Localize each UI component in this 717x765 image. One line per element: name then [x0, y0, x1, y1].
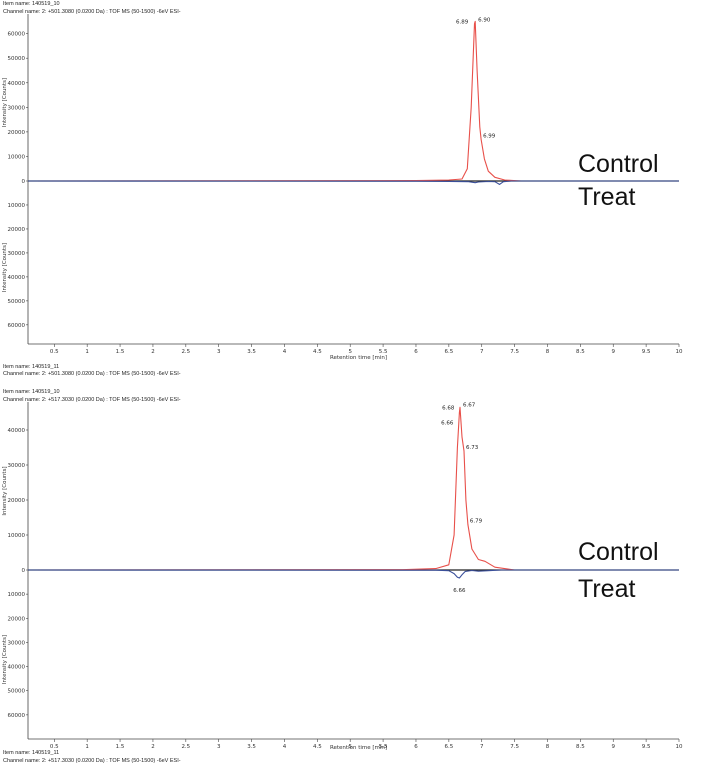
panel1-footer-item-name: Item name: 140519_11: [3, 364, 60, 370]
x-tick-label: 6.5: [444, 744, 453, 750]
x-tick-label: 1: [85, 349, 89, 355]
y-axis-label: Intensity [Counts]: [2, 466, 8, 515]
x-tick-label: 3.5: [247, 744, 256, 750]
x-tick-label: 3.5: [247, 349, 256, 355]
x-tick-label: 9: [611, 744, 615, 750]
chromatogram-chart-1: 60000 50000 40000 30000 20000 10000 0 10000 2000…: [2, 14, 683, 361]
y-axis-label: Intensity [Counts]: [2, 78, 8, 127]
x-axis-label: Retention time [min]: [330, 355, 387, 361]
peak-label: 6.90: [478, 17, 491, 23]
x-tick-label: 5: [348, 349, 352, 355]
x-tick-label: 3: [217, 349, 221, 355]
x-tick-label: 4.5: [313, 744, 322, 750]
x-tick-label: 8.5: [576, 744, 585, 750]
series-line-treat: [27, 180, 679, 185]
x-tick-label: 9.5: [642, 349, 651, 355]
peak-label: 6.99: [483, 133, 496, 139]
x-tick-label: 9.5: [642, 744, 651, 750]
x-tick-label: 10: [676, 349, 683, 355]
x-tick-label: 1.5: [116, 349, 125, 355]
x-tick-label: 8: [546, 349, 550, 355]
y-tick-label: 0: [22, 568, 26, 574]
x-tick-label: 7.5: [510, 349, 519, 355]
x-tick-label: 7: [480, 744, 484, 750]
x-tick-label: 10: [676, 744, 683, 750]
y-tick-label: 60000: [8, 713, 26, 719]
panel1-item-name: Item name: 140519_10: [3, 1, 60, 7]
x-tick-label: 2: [151, 744, 155, 750]
x-tick-label: 7.5: [510, 744, 519, 750]
peak-label: 6.79: [470, 519, 483, 525]
x-tick-label: 6: [414, 349, 418, 355]
peak-label: 6.66: [453, 588, 466, 594]
peak-label: 6.89: [456, 19, 469, 25]
series-line-control: [27, 406, 679, 571]
y-tick-label: 40000: [8, 81, 26, 87]
y-tick-label: 40000: [8, 275, 26, 281]
panel2-legend-control: Control: [578, 538, 659, 566]
x-tick-label: 1.5: [116, 744, 125, 750]
x-tick-label: 7: [480, 349, 484, 355]
x-tick-label: 0.5: [50, 744, 59, 750]
y-tick-label: 60000: [8, 32, 26, 38]
x-tick-label: 2: [151, 349, 155, 355]
y-tick-label: 40000: [8, 665, 26, 671]
peak-label: 6.66: [441, 421, 454, 427]
y-tick-label: 50000: [8, 56, 26, 62]
peak-label: 6.68: [442, 405, 455, 411]
y-tick-label: 20000: [8, 227, 26, 233]
x-tick-label: 3: [217, 744, 221, 750]
x-tick-label: 2.5: [181, 349, 190, 355]
y-tick-label: 30000: [8, 463, 26, 469]
panel1-legend-treat: Treat: [578, 183, 636, 211]
panel1-legend-control: Control: [578, 150, 659, 178]
x-tick-label: 2.5: [181, 744, 190, 750]
x-tick-label: 6: [414, 744, 418, 750]
y-tick-label: 20000: [8, 498, 26, 504]
y-tick-label: 10000: [8, 203, 26, 209]
x-tick-label: 4: [283, 744, 287, 750]
y-tick-label: 50000: [8, 689, 26, 695]
panel2-footer-channel-name: Channel name: 2: +517.3030 (0.0200 Da) :…: [3, 758, 181, 764]
x-tick-label: 0.5: [50, 349, 59, 355]
y-tick-label: 30000: [8, 251, 26, 257]
x-tick-label: 5: [348, 744, 352, 750]
panel2-item-name: Item name: 140519_10: [3, 389, 60, 395]
y-tick-label: 10000: [8, 533, 26, 539]
y-tick-label: 60000: [8, 323, 26, 329]
y-axis-label-lower: Intensity [Counts]: [2, 635, 8, 684]
y-axis-label-lower: Intensity [Counts]: [2, 243, 8, 292]
panel2-legend-treat: Treat: [578, 575, 636, 603]
y-tick-label: 10000: [8, 592, 26, 598]
y-tick-label: 50000: [8, 299, 26, 305]
peak-label: 6.73: [466, 445, 479, 451]
y-tick-label: 20000: [8, 616, 26, 622]
x-tick-label: 5.5: [379, 744, 388, 750]
x-tick-label: 4: [283, 349, 287, 355]
x-tick-label: 8: [546, 744, 550, 750]
peak-label: 6.67: [463, 402, 476, 408]
x-tick-label: 6.5: [444, 349, 453, 355]
y-tick-label: 20000: [8, 130, 26, 136]
y-tick-label: 30000: [8, 105, 26, 111]
panel1-channel-name: Channel name: 2: +501.3080 (0.0200 Da) :…: [3, 9, 181, 15]
panel2-channel-name: Channel name: 2: +517.3030 (0.0200 Da) :…: [3, 397, 181, 403]
y-tick-label: 0: [22, 179, 26, 185]
y-tick-label: 40000: [8, 428, 26, 434]
panel1-footer-channel-name: Channel name: 2: +501.3080 (0.0200 Da) :…: [3, 371, 181, 377]
x-tick-label: 5.5: [379, 349, 388, 355]
x-tick-label: 9: [611, 349, 615, 355]
x-tick-label: 8.5: [576, 349, 585, 355]
series-line-control: [27, 20, 679, 182]
y-tick-label: 10000: [8, 154, 26, 160]
x-axis-label: Retention time [min]: [330, 745, 387, 751]
series-line-treat: [27, 569, 679, 579]
panel2-footer-item-name: Item name: 140519_11: [3, 750, 60, 756]
x-tick-label: 1: [85, 744, 89, 750]
y-tick-label: 30000: [8, 640, 26, 646]
chromatogram-chart-2: 40000 30000 20000 10000 0 10000 20000 30000 4000…: [2, 402, 683, 751]
x-tick-label: 4.5: [313, 349, 322, 355]
